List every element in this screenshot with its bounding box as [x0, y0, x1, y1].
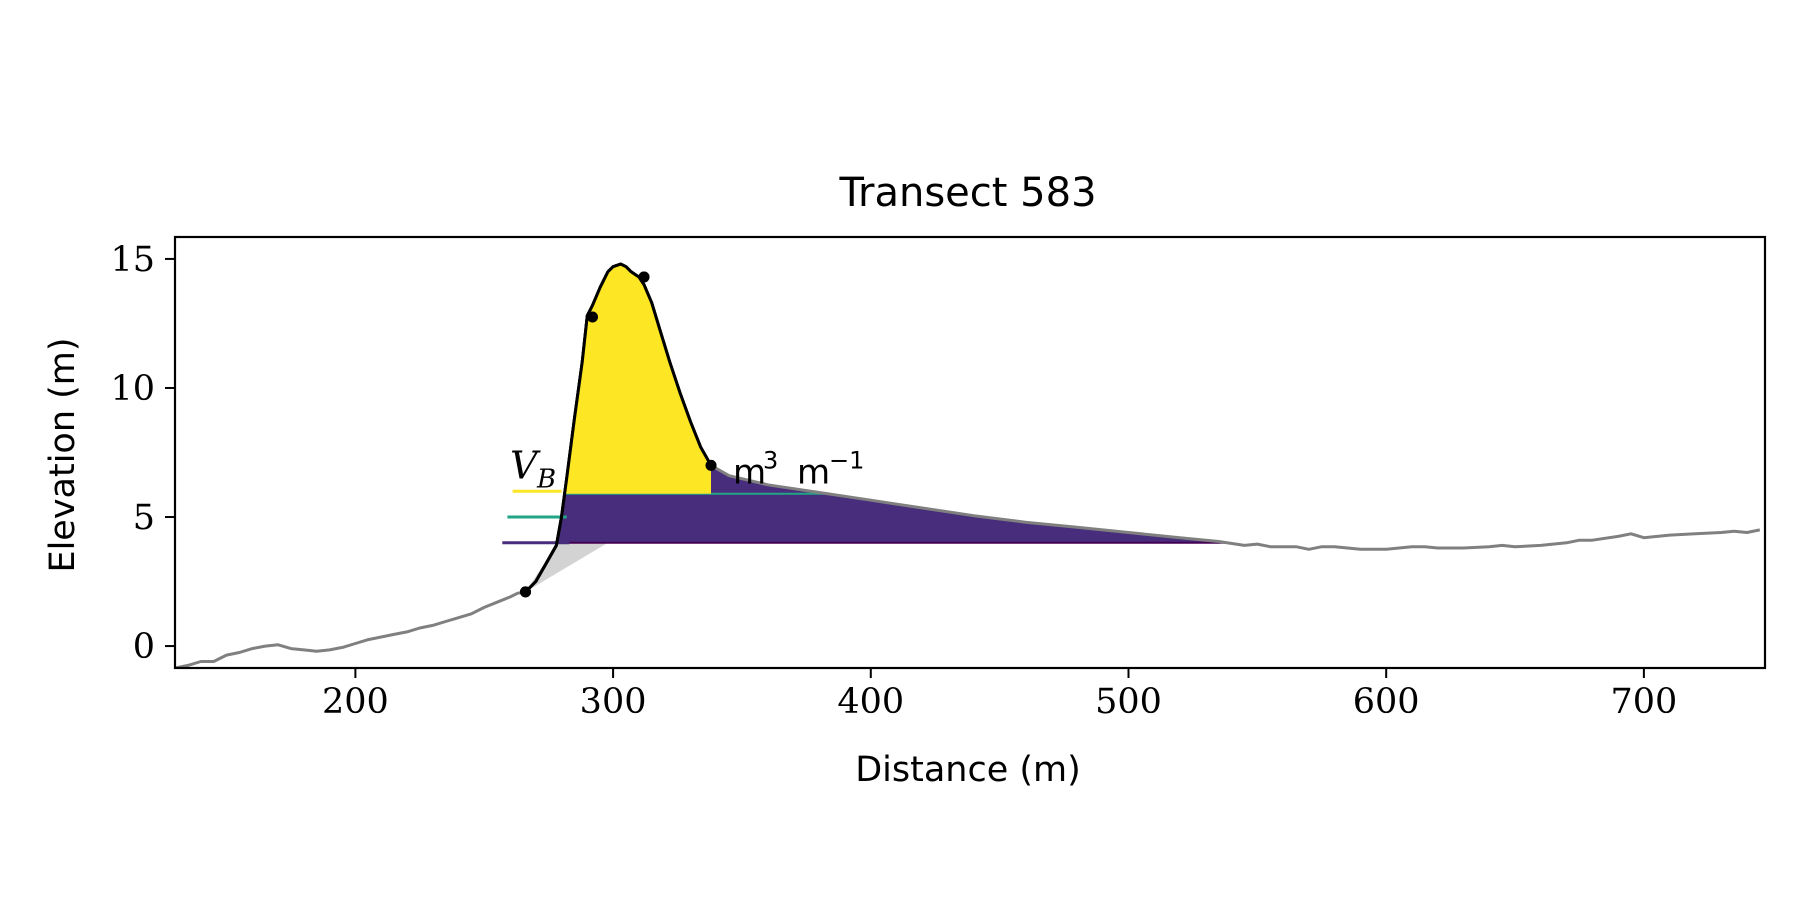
profile-point-overlay-3 [638, 271, 650, 283]
y-tick-label-5: 5 [133, 498, 155, 538]
y-tick-label-10: 10 [110, 369, 155, 409]
axes: 200 300 400 500 600 700 0 5 10 15 [110, 235, 1767, 722]
x-tick-label-600: 600 [1353, 682, 1420, 722]
plot-frame [173, 235, 1767, 670]
x-tick-label-700: 700 [1610, 682, 1677, 722]
x-axis-label: Distance (m) [855, 750, 1081, 790]
annotation-symbol: V [510, 443, 541, 487]
x-tick-label-500: 500 [1095, 682, 1162, 722]
annotation-exponent-1: 3 [763, 446, 778, 474]
profile-point-overlay-4 [705, 459, 717, 471]
dune-profile-line-overlay [524, 262, 713, 593]
y-axis-label: Elevation (m) [43, 337, 83, 572]
x-tick-label-300: 300 [580, 682, 647, 722]
x-tick-label-200: 200 [322, 682, 389, 722]
annotation-exponent-2: −1 [829, 446, 864, 474]
profile-point-overlay-2 [587, 311, 598, 323]
x-tick-label-400: 400 [837, 682, 904, 722]
dune-fill-overlay [564, 264, 711, 494]
y-tick-label-0: 0 [133, 627, 155, 667]
annotation-units-2: m [797, 452, 830, 492]
profile-lines [175, 262, 1761, 668]
profile-point-overlay-1 [520, 586, 531, 598]
annotation-subscript: B [536, 464, 556, 494]
y-tick-label-15: 15 [110, 240, 155, 280]
chart-title: Transect 583 [838, 170, 1096, 216]
toe-shadow [525, 542, 608, 592]
profile-line [175, 262, 1761, 668]
annotation-units: m [733, 452, 766, 492]
